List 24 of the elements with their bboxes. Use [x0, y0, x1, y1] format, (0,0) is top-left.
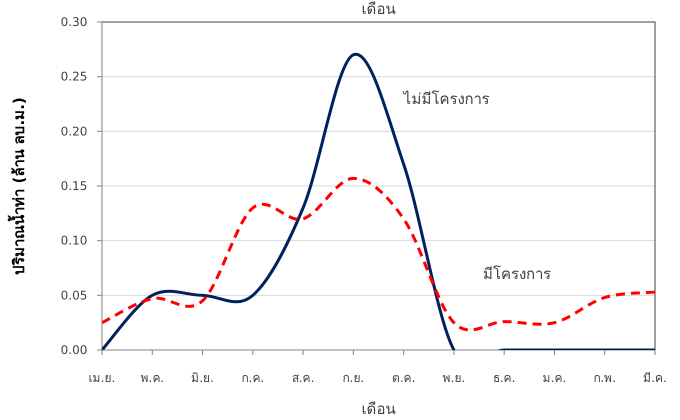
x-tick-label: ธ.ค.	[492, 371, 516, 385]
x-tick-label: ก.ย.	[342, 371, 364, 385]
y-tick-label: 0.10	[60, 234, 88, 248]
x-tick-label: ม.ค.	[542, 371, 566, 385]
x-tick-label: เม.ย.	[88, 371, 116, 385]
x-tick-label: พ.ย.	[442, 371, 466, 385]
x-tick-label: พ.ค.	[140, 371, 164, 385]
chart-title: เดือน	[362, 0, 396, 18]
text: มีโครงการ	[482, 264, 551, 283]
y-tick-label: 0.00	[60, 343, 88, 357]
y-tick-label: 0.15	[60, 179, 88, 193]
y-axis-title: ปริมาณน้ำท่า (ล้าน ลบ.ม.)	[7, 97, 28, 275]
x-tick-label: มี.ค.	[643, 371, 667, 385]
y-tick-label: 0.25	[60, 70, 88, 84]
x-tick-label: ก.ค.	[242, 371, 264, 385]
x-tick-label: ก.พ.	[593, 371, 616, 385]
series-label: ไม่มีโครงการ	[402, 90, 490, 108]
x-tick-label: มิ.ย.	[191, 371, 214, 385]
y-tick-label: 0.20	[60, 124, 88, 138]
x-tick-label: ต.ค.	[392, 371, 416, 385]
x-axis-title: เดือน	[362, 400, 396, 418]
y-tick-label: 0.30	[60, 15, 88, 29]
x-tick-label: ส.ค.	[292, 371, 314, 385]
y-tick-label: 0.05	[60, 288, 88, 302]
